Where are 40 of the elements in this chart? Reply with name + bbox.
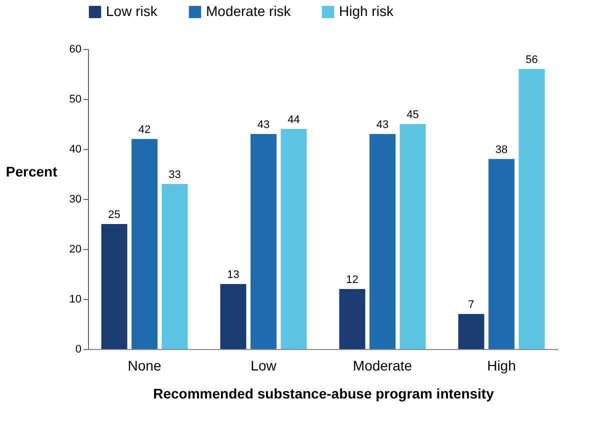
legend-label: High risk bbox=[339, 3, 394, 19]
bar bbox=[488, 159, 514, 349]
bar bbox=[132, 139, 158, 349]
data-label: 43 bbox=[257, 119, 270, 131]
y-tick-label: 60 bbox=[69, 44, 82, 56]
data-label: 33 bbox=[168, 169, 181, 181]
bar bbox=[400, 124, 426, 349]
y-tick-label: 30 bbox=[69, 194, 82, 206]
bar bbox=[101, 224, 128, 349]
data-label: 42 bbox=[138, 124, 151, 136]
bar bbox=[162, 184, 188, 349]
data-label: 56 bbox=[526, 54, 538, 66]
data-label: 13 bbox=[227, 269, 240, 281]
x-tick-label: Moderate bbox=[352, 358, 412, 374]
y-tick-label: 20 bbox=[69, 244, 82, 256]
data-label: 45 bbox=[406, 109, 419, 121]
y-tick-label: 0 bbox=[75, 344, 82, 356]
y-tick-label: 50 bbox=[69, 94, 82, 106]
bar bbox=[458, 314, 484, 349]
data-label: 43 bbox=[376, 119, 389, 131]
bar bbox=[339, 289, 366, 349]
bar bbox=[518, 69, 545, 349]
x-tick-label: High bbox=[487, 358, 516, 374]
legend-label: Moderate risk bbox=[206, 3, 292, 19]
bar bbox=[280, 129, 307, 349]
data-label: 38 bbox=[495, 144, 508, 156]
x-axis-title: Recommended substance-abuse program intensity bbox=[153, 386, 494, 402]
data-label: 25 bbox=[108, 209, 120, 221]
bar bbox=[250, 134, 277, 349]
bar bbox=[220, 284, 246, 349]
data-label: 12 bbox=[346, 274, 358, 286]
legend-label: Low risk bbox=[106, 3, 158, 19]
y-axis-title: Percent bbox=[6, 164, 58, 180]
x-tick-label: None bbox=[128, 358, 162, 374]
data-label: 7 bbox=[468, 299, 474, 311]
y-tick-label: 10 bbox=[69, 294, 82, 306]
data-label: 44 bbox=[288, 114, 300, 126]
x-tick-label: Low bbox=[250, 358, 278, 374]
bar bbox=[369, 134, 396, 349]
y-tick-label: 40 bbox=[69, 144, 82, 156]
